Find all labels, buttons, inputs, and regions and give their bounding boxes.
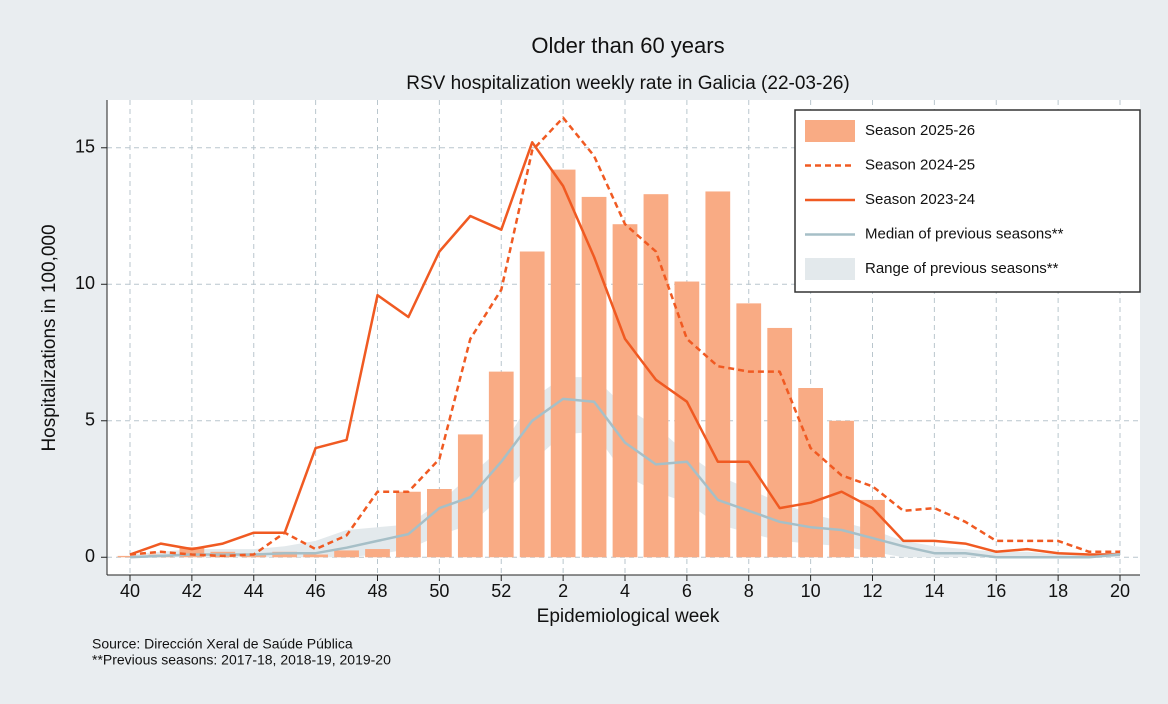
y-tick-label: 10 xyxy=(75,273,95,293)
legend-label: Median of previous seasons** xyxy=(865,225,1064,242)
legend-label: Season 2025-26 xyxy=(865,122,975,139)
x-tick-label: 48 xyxy=(367,581,387,601)
x-tick-label: 52 xyxy=(491,581,511,601)
x-tick-label: 18 xyxy=(1048,581,1068,601)
bar xyxy=(241,554,267,558)
line xyxy=(129,397,1121,559)
y-tick-label: 15 xyxy=(75,137,95,157)
bar xyxy=(519,251,545,558)
bar xyxy=(179,547,205,558)
bar xyxy=(303,554,328,558)
bar xyxy=(643,194,669,558)
chart-subtitle: RSV hospitalization weekly rate in Galic… xyxy=(406,73,850,94)
x-tick-label: 4 xyxy=(620,581,630,601)
y-axis-label: Hospitalizations in 100,000 xyxy=(39,224,60,451)
x-tick-label: 10 xyxy=(801,581,821,601)
bar xyxy=(829,420,854,558)
x-tick-label: 16 xyxy=(986,581,1006,601)
seasons-note: **Previous seasons: 2017-18, 2018-19, 20… xyxy=(92,652,391,668)
x-tick-label: 12 xyxy=(862,581,882,601)
bar xyxy=(396,491,421,558)
line xyxy=(129,141,1120,556)
source-note: Source: Dirección Xeral de Saúde Pública xyxy=(92,636,353,652)
x-tick-label: 20 xyxy=(1110,581,1130,601)
dashed-line xyxy=(129,116,1120,558)
x-tick-label: 42 xyxy=(182,581,202,601)
y-tick-label: 5 xyxy=(85,410,95,430)
bar xyxy=(581,196,607,558)
legend-swatch xyxy=(805,258,855,280)
bar xyxy=(798,388,823,558)
bar xyxy=(488,371,514,558)
legend-label: Range of previous seasons** xyxy=(865,260,1059,277)
chart-title: Older than 60 years xyxy=(531,33,724,58)
legend-label: Season 2023-24 xyxy=(865,191,975,208)
x-tick-label: 46 xyxy=(306,581,326,601)
bar xyxy=(272,551,298,558)
bar xyxy=(736,303,762,558)
x-axis-label: Epidemiological week xyxy=(537,606,720,627)
legend-label: Season 2024-25 xyxy=(865,156,975,173)
x-tick-label: 6 xyxy=(682,581,692,601)
bar xyxy=(334,550,359,558)
x-tick-label: 2 xyxy=(558,581,568,601)
y-tick-label: 0 xyxy=(85,546,95,566)
x-tick-label: 8 xyxy=(744,581,754,601)
bar xyxy=(705,191,731,558)
bar xyxy=(365,549,390,558)
x-tick-label: 50 xyxy=(429,581,449,601)
bar xyxy=(612,224,638,558)
legend-swatch xyxy=(805,120,855,142)
bar xyxy=(550,169,576,558)
x-tick-label: 44 xyxy=(244,581,264,601)
bar xyxy=(427,489,452,558)
x-tick-label: 40 xyxy=(120,581,140,601)
x-tick-label: 14 xyxy=(924,581,944,601)
